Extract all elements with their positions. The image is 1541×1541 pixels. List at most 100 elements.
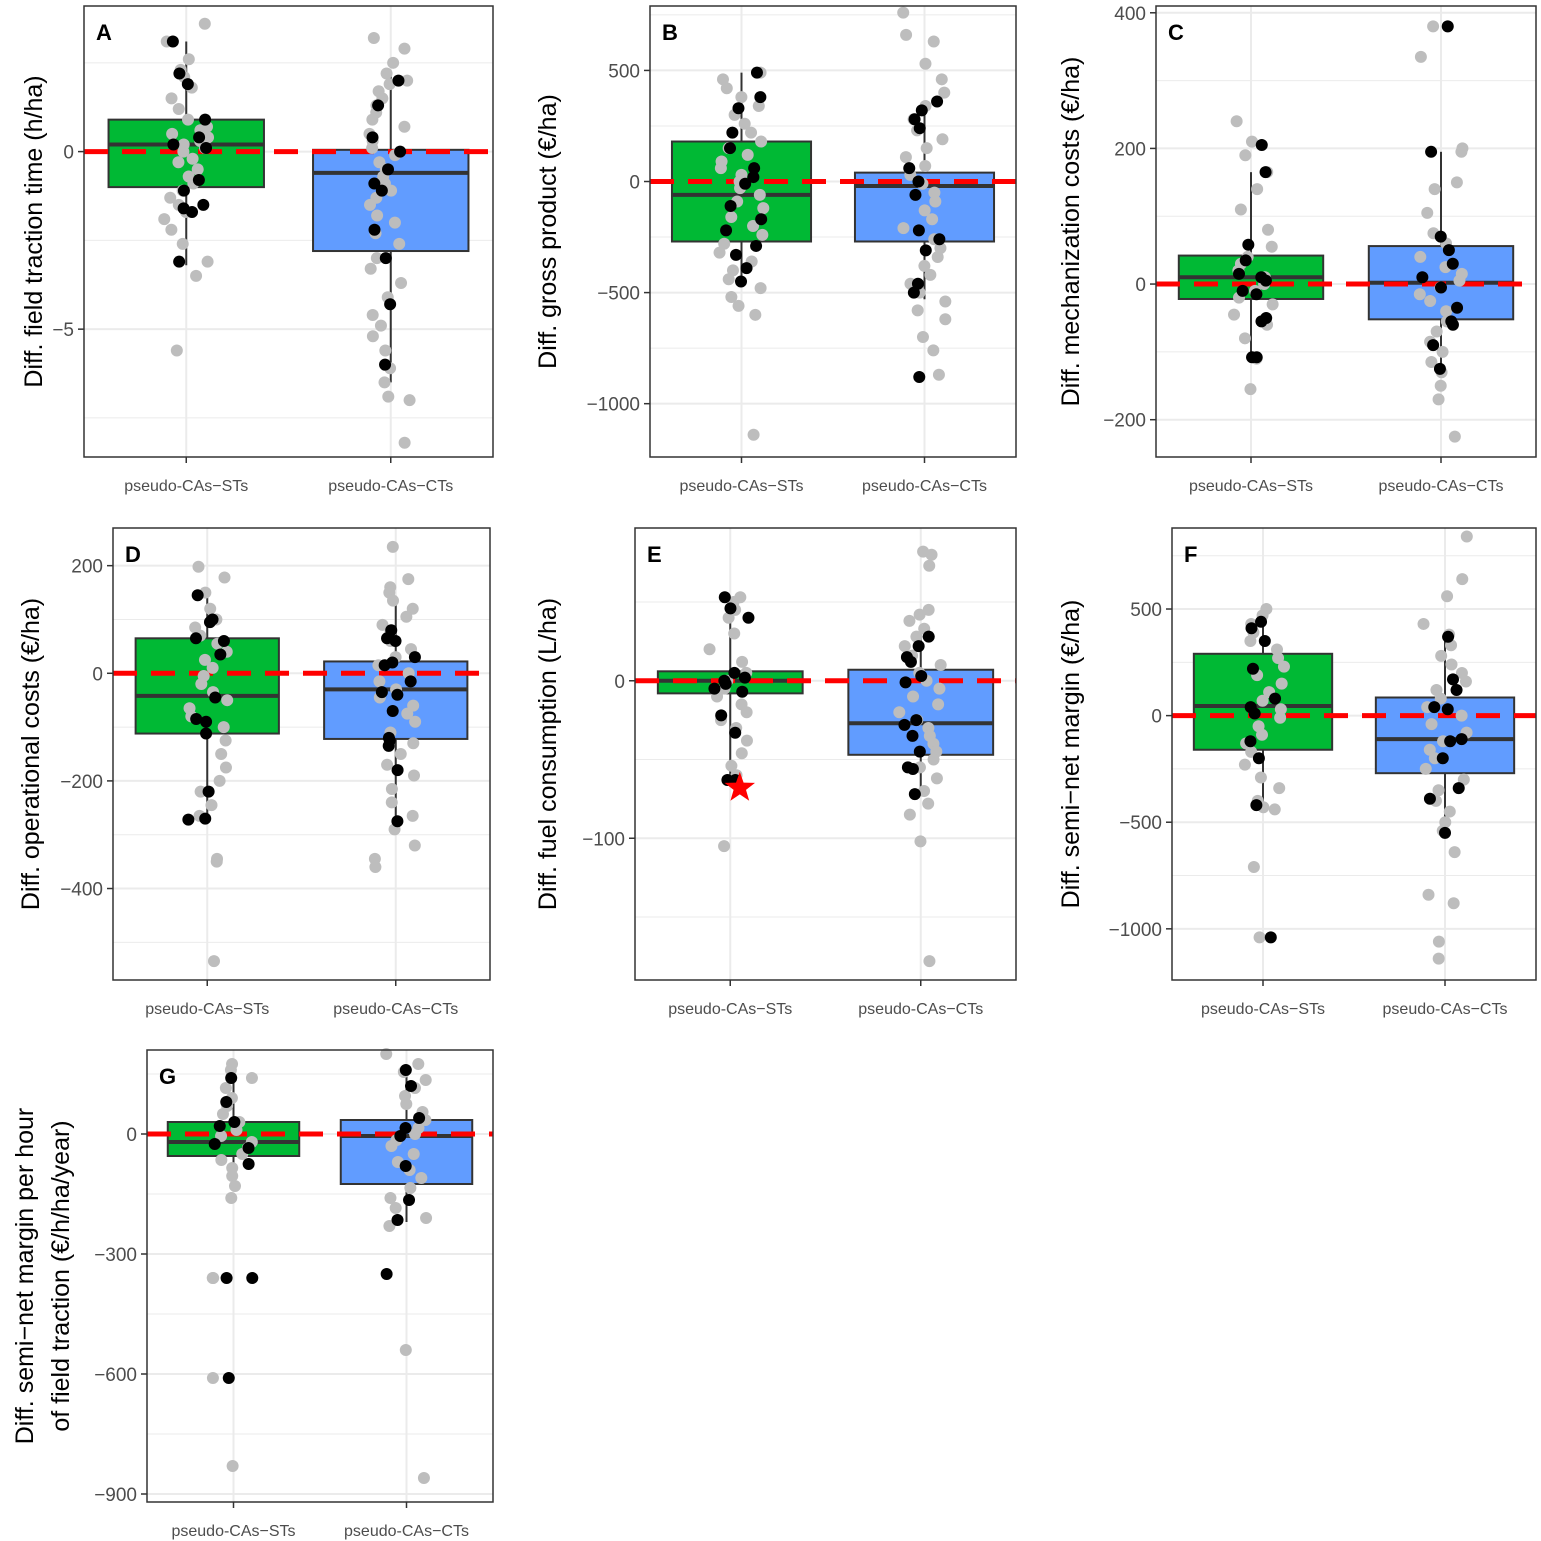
data-point-grey: [1430, 325, 1443, 338]
y-tick-label: −300: [94, 1245, 137, 1266]
data-point-grey: [206, 661, 219, 674]
data-point-grey: [923, 955, 936, 968]
data-point-grey: [225, 1192, 238, 1204]
y-tick-label: 0: [1151, 707, 1162, 728]
data-point-black: [912, 224, 925, 237]
data-point-black: [735, 275, 748, 288]
data-point-black: [1425, 145, 1438, 158]
data-point-grey: [402, 573, 415, 586]
y-tick-label: −500: [597, 284, 640, 305]
data-point-black: [1423, 792, 1436, 805]
data-point-grey: [1414, 50, 1427, 63]
data-point-black: [915, 104, 928, 117]
data-point-black: [368, 177, 381, 190]
data-point-black: [372, 99, 385, 112]
plot-frame: [83, 5, 494, 458]
data-point-grey: [394, 748, 407, 760]
data-point-grey: [408, 839, 421, 852]
data-point-grey: [1445, 658, 1458, 671]
data-point-grey: [406, 602, 419, 615]
data-point-black: [1442, 244, 1455, 257]
data-point-grey: [926, 213, 939, 226]
data-point-grey: [718, 840, 731, 853]
data-point-black: [742, 611, 755, 624]
plot-frame: [1171, 527, 1537, 981]
data-point-grey: [728, 627, 741, 640]
y-tick-label: −200: [1103, 411, 1146, 432]
data-point-grey: [1436, 345, 1449, 358]
data-point-black: [1451, 301, 1464, 314]
data-point-grey: [219, 761, 232, 774]
data-point-grey: [215, 1154, 228, 1166]
data-point-grey: [215, 748, 228, 760]
data-point-grey: [398, 120, 411, 133]
y-axis-title: Diff. gross product (€/ha): [534, 94, 562, 369]
data-point-black: [217, 635, 230, 647]
x-category-label: pseudo-CAs−CTs: [344, 1523, 469, 1540]
data-point-grey: [745, 126, 758, 139]
data-point-grey: [932, 698, 945, 711]
data-point-black: [202, 785, 215, 798]
data-point-black: [1242, 238, 1255, 251]
data-point-grey: [897, 222, 910, 235]
data-point-grey: [219, 734, 232, 747]
data-point-grey: [207, 1272, 220, 1284]
data-point-grey: [407, 737, 420, 750]
data-point-grey: [181, 113, 194, 126]
data-point-grey: [387, 594, 400, 607]
data-point-black: [1244, 735, 1257, 748]
data-point-grey: [920, 142, 933, 155]
data-point-black: [899, 676, 912, 689]
data-point-grey: [927, 35, 940, 48]
data-point-black: [906, 762, 919, 775]
data-point-grey: [366, 142, 379, 155]
data-point-grey: [198, 17, 211, 30]
data-point-grey: [366, 330, 379, 343]
data-point-grey: [366, 113, 379, 126]
data-point-black: [203, 616, 216, 629]
data-point-grey: [1434, 379, 1447, 392]
data-point-grey: [740, 734, 753, 747]
data-point-grey: [245, 1072, 258, 1084]
data-point-black: [1444, 735, 1457, 748]
data-point-black: [389, 635, 402, 647]
y-tick-label: −200: [60, 772, 103, 793]
data-point-grey: [221, 694, 234, 707]
panel-letter: A: [96, 20, 112, 45]
data-point-black: [408, 651, 421, 664]
data-point-black: [1439, 826, 1452, 839]
data-point-grey: [166, 127, 179, 140]
data-point-black: [906, 729, 919, 742]
data-point-black: [386, 704, 399, 717]
data-point-black: [382, 739, 395, 752]
plot-frame: [634, 527, 1017, 981]
data-point-black: [246, 1272, 259, 1284]
x-category-label: pseudo-CAs−CTs: [328, 478, 453, 495]
data-point-black: [242, 1142, 255, 1154]
data-point-black: [197, 198, 210, 211]
data-point-grey: [198, 653, 211, 666]
data-point-grey: [735, 747, 748, 760]
data-point-grey: [215, 1130, 228, 1142]
data-point-grey: [205, 799, 218, 812]
plot-frame: [1155, 5, 1537, 458]
data-point-grey: [364, 198, 377, 211]
data-point-black: [379, 252, 392, 265]
x-category-label: pseudo-CAs−STs: [145, 1001, 269, 1018]
data-point-black: [1239, 254, 1252, 267]
y-tick-label: 0: [63, 143, 74, 164]
data-point-grey: [927, 344, 940, 357]
data-point-grey: [922, 797, 935, 810]
data-point-black: [220, 1272, 233, 1284]
data-point-black: [1264, 931, 1277, 944]
data-point-black: [192, 174, 205, 187]
data-point-black: [933, 233, 946, 246]
data-point-grey: [207, 955, 220, 968]
data-point-black: [375, 184, 388, 197]
data-point-grey: [754, 282, 767, 295]
data-point-grey: [1265, 240, 1278, 253]
data-point-grey: [206, 1372, 219, 1384]
data-point-grey: [1274, 711, 1287, 724]
y-tick-label: 0: [614, 672, 625, 693]
data-point-grey: [918, 204, 931, 217]
